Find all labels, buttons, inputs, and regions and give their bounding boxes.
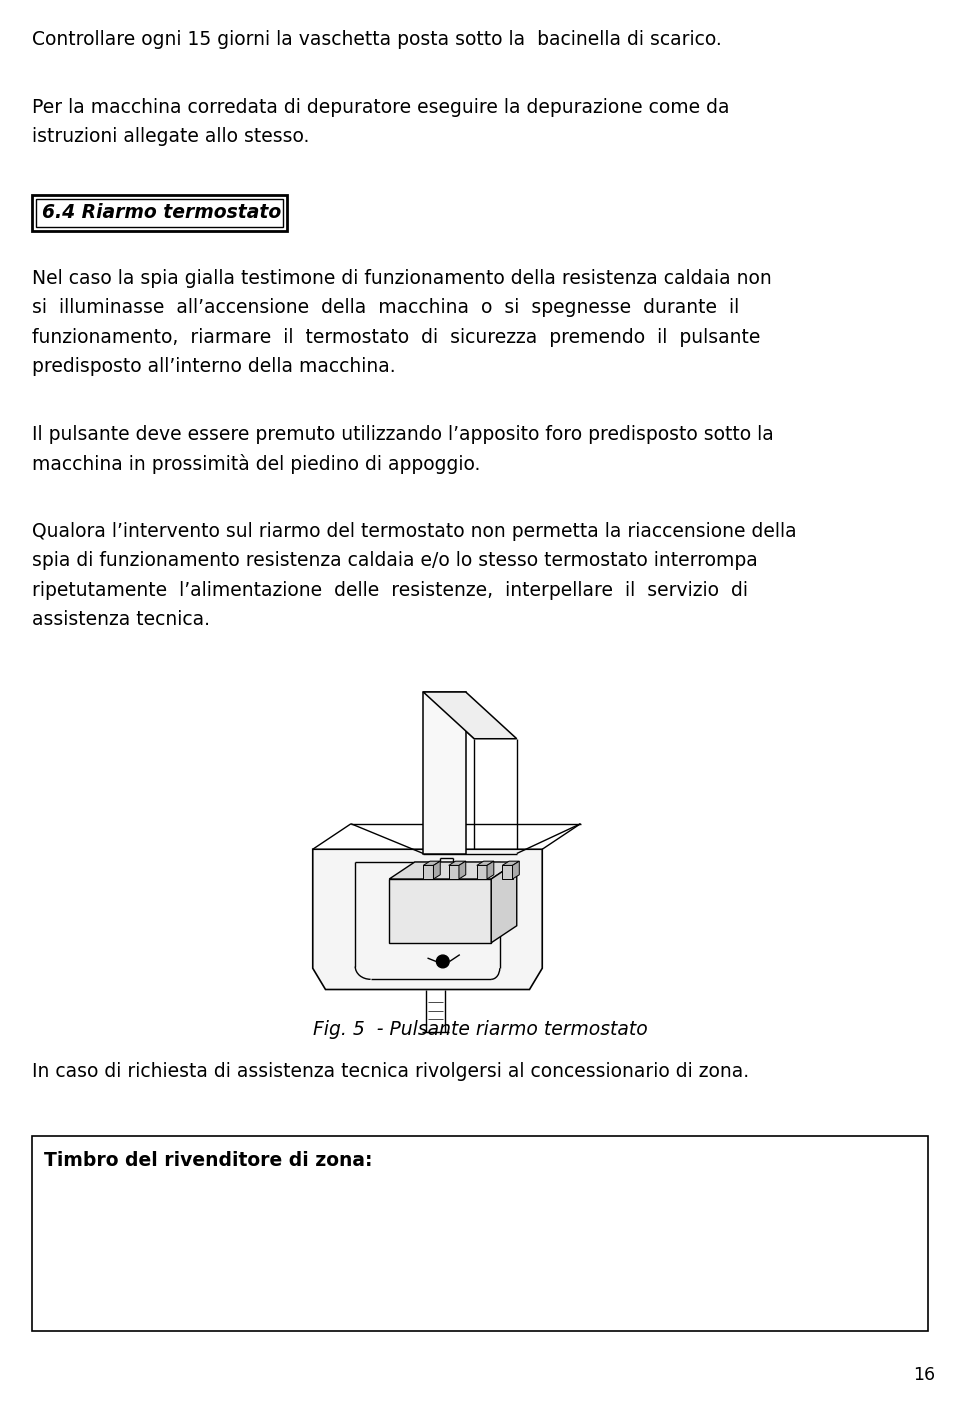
Bar <box>32 1136 928 1330</box>
Text: macchina in prossimità del piedino di appoggio.: macchina in prossimità del piedino di ap… <box>32 454 480 474</box>
Polygon shape <box>423 865 434 879</box>
Polygon shape <box>313 850 542 990</box>
Text: Nel caso la spia gialla testimone di funzionamento della resistenza caldaia non: Nel caso la spia gialla testimone di fun… <box>32 269 772 287</box>
Polygon shape <box>459 861 466 879</box>
Bar <box>36 199 283 227</box>
Polygon shape <box>502 865 513 879</box>
Text: ripetutamente  l’alimentazione  delle  resistenze,  interpellare  il  servizio  : ripetutamente l’alimentazione delle resi… <box>32 580 748 600</box>
Text: Per la macchina corredata di depuratore eseguire la depurazione come da: Per la macchina corredata di depuratore … <box>32 98 730 116</box>
Text: funzionamento,  riarmare  il  termostato  di  sicurezza  premendo  il  pulsante: funzionamento, riarmare il termostato di… <box>32 328 760 346</box>
Polygon shape <box>389 879 492 942</box>
Polygon shape <box>423 693 466 854</box>
Text: assistenza tecnica.: assistenza tecnica. <box>32 610 210 629</box>
Text: Controllare ogni 15 giorni la vaschetta posta sotto la  bacinella di scarico.: Controllare ogni 15 giorni la vaschetta … <box>32 29 722 49</box>
Text: 16: 16 <box>913 1366 935 1384</box>
Text: istruzioni allegate allo stesso.: istruzioni allegate allo stesso. <box>32 128 309 146</box>
Polygon shape <box>448 861 466 865</box>
Polygon shape <box>477 861 493 865</box>
Polygon shape <box>448 865 459 879</box>
Polygon shape <box>477 865 487 879</box>
Text: In caso di richiesta di assistenza tecnica rivolgersi al concessionario di zona.: In caso di richiesta di assistenza tecni… <box>32 1061 749 1081</box>
Polygon shape <box>492 862 516 942</box>
Polygon shape <box>487 861 493 879</box>
Polygon shape <box>502 861 519 865</box>
Polygon shape <box>423 861 441 865</box>
Polygon shape <box>434 861 441 879</box>
Text: Timbro del rivenditore di zona:: Timbro del rivenditore di zona: <box>44 1151 372 1171</box>
Text: Fig. 5  - Pulsante riarmo termostato: Fig. 5 - Pulsante riarmo termostato <box>313 1019 647 1039</box>
Text: Il pulsante deve essere premuto utilizzando l’apposito foro predisposto sotto la: Il pulsante deve essere premuto utilizza… <box>32 425 774 443</box>
Bar <box>32 195 287 230</box>
Text: si  illuminasse  all’accensione  della  macchina  o  si  spegnesse  durante  il: si illuminasse all’accensione della macc… <box>32 299 739 317</box>
Circle shape <box>437 955 449 967</box>
Text: Qualora l’intervento sul riarmo del termostato non permetta la riaccensione dell: Qualora l’intervento sul riarmo del term… <box>32 522 797 541</box>
Text: 6.4 Riarmo termostato: 6.4 Riarmo termostato <box>42 202 281 222</box>
Text: spia di funzionamento resistenza caldaia e/o lo stesso termostato interrompa: spia di funzionamento resistenza caldaia… <box>32 551 757 571</box>
Polygon shape <box>389 862 516 879</box>
Text: predisposto all’interno della macchina.: predisposto all’interno della macchina. <box>32 358 396 376</box>
Polygon shape <box>423 693 516 739</box>
Polygon shape <box>513 861 519 879</box>
